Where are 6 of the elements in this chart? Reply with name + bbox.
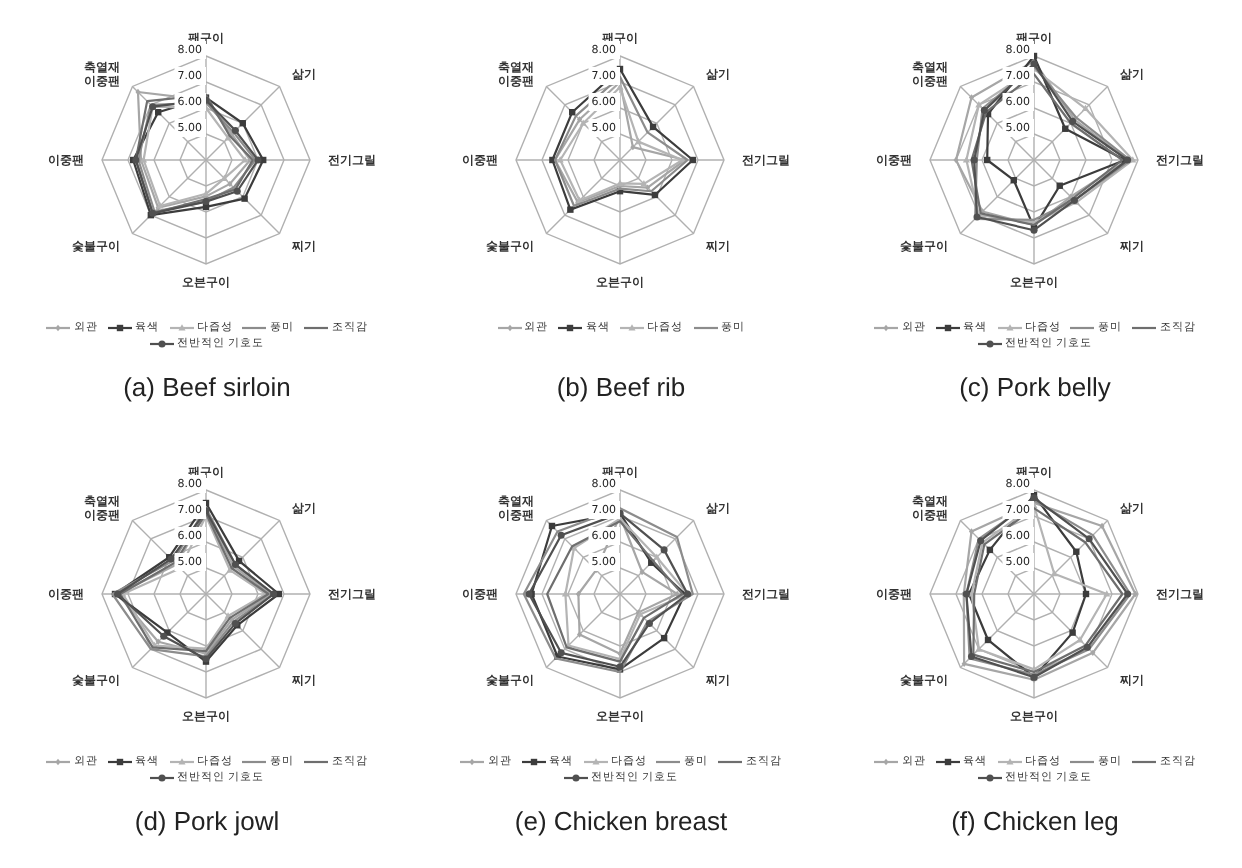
text: (b) Beef rib (554, 372, 688, 402)
text: (c) Pork belly (957, 372, 1113, 402)
text: (e) Chicken breast (512, 806, 730, 836)
text: (a) Beef sirloin (121, 372, 293, 402)
text: (d) Pork jowl (132, 806, 282, 836)
text: (f) Chicken leg (949, 806, 1121, 836)
